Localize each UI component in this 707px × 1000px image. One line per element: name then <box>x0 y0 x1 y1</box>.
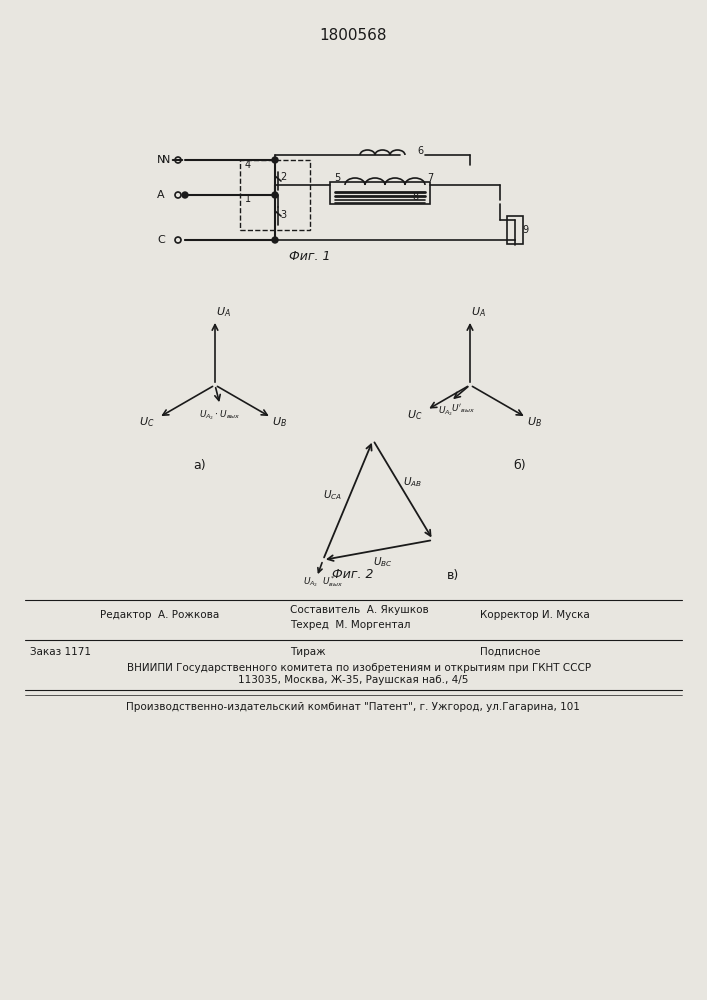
Text: 2: 2 <box>280 172 286 182</box>
Text: Редактор  А. Рожкова: Редактор А. Рожкова <box>100 610 219 620</box>
Text: 3: 3 <box>280 210 286 220</box>
Text: $U_C$: $U_C$ <box>139 416 154 429</box>
Text: Фиг. 1: Фиг. 1 <box>289 250 331 263</box>
Text: $U_{CA}$: $U_{CA}$ <box>323 488 343 502</box>
Text: $U_{BC}$: $U_{BC}$ <box>373 555 393 569</box>
Text: в): в) <box>447 568 459 582</box>
Text: $U^*_{вых}$: $U^*_{вых}$ <box>322 575 344 589</box>
Text: 113035, Москва, Ж-35, Раушская наб., 4/5: 113035, Москва, Ж-35, Раушская наб., 4/5 <box>238 675 468 685</box>
Text: Тираж: Тираж <box>290 647 326 657</box>
Text: $U_B$: $U_B$ <box>527 416 542 429</box>
Text: 1: 1 <box>245 194 251 204</box>
Text: $U_{AB}$: $U_{AB}$ <box>404 475 423 489</box>
Text: $U_{A_2}\cdot U_{вых}$: $U_{A_2}\cdot U_{вых}$ <box>199 408 241 422</box>
Text: C: C <box>157 235 165 245</box>
Text: 9: 9 <box>522 225 528 235</box>
Text: 1800568: 1800568 <box>320 27 387 42</box>
Text: б): б) <box>514 458 526 472</box>
Text: 5: 5 <box>334 173 340 183</box>
Text: N: N <box>162 155 170 165</box>
Text: A: A <box>158 190 165 200</box>
Text: 8: 8 <box>412 192 418 202</box>
Text: ВНИИПИ Государственного комитета по изобретениям и открытиям при ГКНТ СССР: ВНИИПИ Государственного комитета по изоб… <box>115 663 592 673</box>
Text: $U_A$: $U_A$ <box>216 305 230 319</box>
Text: 4: 4 <box>245 160 251 170</box>
Text: $U_{A_2}$: $U_{A_2}$ <box>303 575 319 589</box>
Circle shape <box>272 192 278 198</box>
Text: N: N <box>157 155 165 165</box>
Circle shape <box>272 157 278 163</box>
Text: Техред  М. Моргентал: Техред М. Моргентал <box>290 620 411 630</box>
Text: Заказ 1171: Заказ 1171 <box>30 647 91 657</box>
Text: Составитель  А. Якушков: Составитель А. Якушков <box>290 605 428 615</box>
Text: Корректор И. Муска: Корректор И. Муска <box>480 610 590 620</box>
Text: $U'_{вых}$: $U'_{вых}$ <box>451 403 475 415</box>
Text: $U_C$: $U_C$ <box>407 408 423 422</box>
Text: а): а) <box>194 458 206 472</box>
Text: 7: 7 <box>427 173 433 183</box>
Text: $U_B$: $U_B$ <box>271 416 287 429</box>
Circle shape <box>272 237 278 243</box>
Text: Подписное: Подписное <box>480 647 540 657</box>
Text: Фиг. 2: Фиг. 2 <box>332 568 374 582</box>
Text: Производственно-издательский комбинат "Патент", г. Ужгород, ул.Гагарина, 101: Производственно-издательский комбинат "П… <box>126 702 580 712</box>
Circle shape <box>182 192 188 198</box>
Text: $U_A$: $U_A$ <box>471 305 486 319</box>
Text: 6: 6 <box>417 146 423 156</box>
Text: $U_{A_2}$: $U_{A_2}$ <box>438 404 453 418</box>
